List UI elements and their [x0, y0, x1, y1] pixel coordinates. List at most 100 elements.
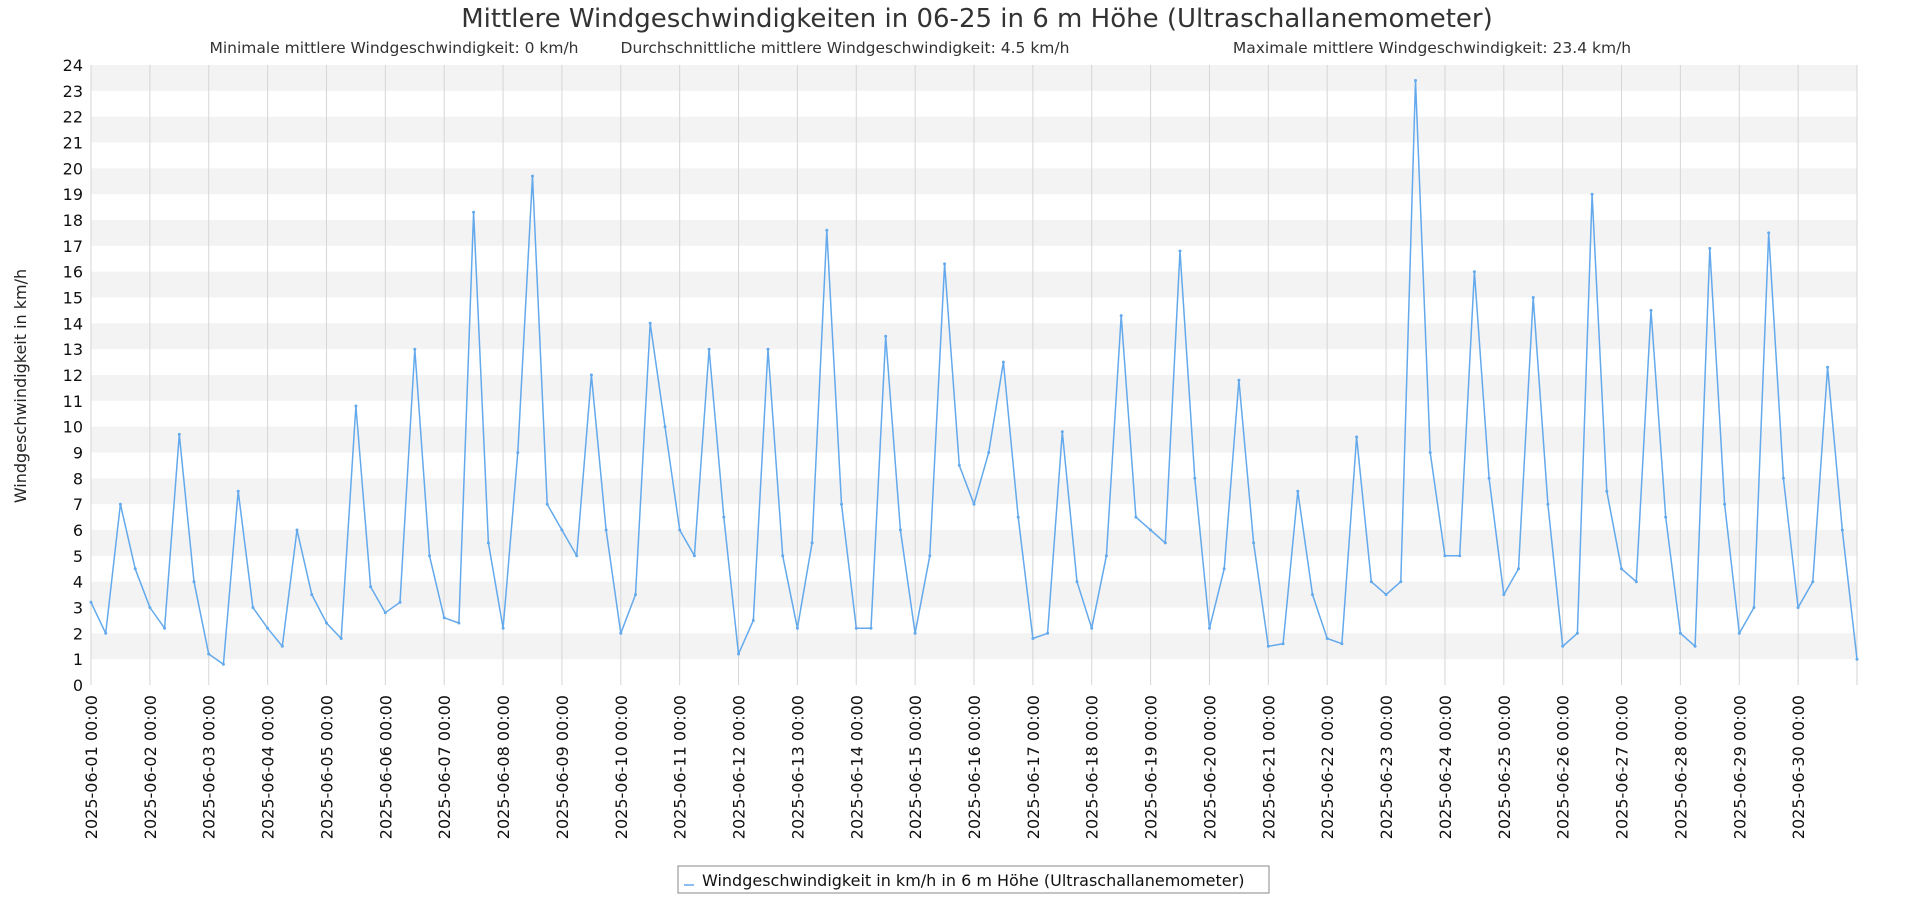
data-point: [266, 626, 270, 630]
data-point: [1384, 593, 1388, 597]
y-tick-label: 9: [73, 444, 83, 463]
x-tick-label: 2025-06-06 00:00: [376, 695, 395, 839]
data-point: [928, 554, 932, 558]
data-point: [207, 652, 211, 656]
data-point: [1208, 626, 1211, 630]
data-point: [1605, 489, 1609, 493]
data-point: [575, 554, 579, 558]
data-point: [1472, 270, 1476, 274]
vertical-gridlines: [90, 65, 1858, 685]
data-point: [957, 463, 961, 467]
data-point: [1678, 631, 1682, 635]
data-point: [1222, 567, 1226, 571]
x-tick-label: 2025-06-03 00:00: [200, 695, 219, 839]
data-point: [1060, 430, 1064, 434]
data-point: [486, 541, 490, 545]
y-tick-label: 5: [73, 547, 83, 566]
x-tick-label: 2025-06-11 00:00: [671, 695, 690, 839]
data-point: [1325, 637, 1329, 640]
data-point: [884, 334, 888, 338]
y-tick-label: 17: [63, 237, 83, 256]
data-point: [1634, 580, 1638, 584]
data-point: [413, 347, 417, 351]
data-point: [707, 347, 711, 351]
data-point: [898, 528, 902, 532]
data-point: [1531, 296, 1535, 299]
x-tick-label: 2025-06-27 00:00: [1613, 695, 1632, 839]
y-tick-label: 7: [73, 495, 83, 514]
data-point: [781, 554, 785, 558]
x-tick-label: 2025-06-13 00:00: [788, 695, 807, 839]
data-point: [1811, 580, 1815, 584]
data-point: [1163, 541, 1167, 545]
data-point: [1281, 642, 1285, 646]
subtitle-avg: Durchschnittliche mittlere Windgeschwind…: [621, 39, 1070, 57]
legend[interactable]: Windgeschwindigkeit in km/h in 6 m Höhe …: [677, 865, 1270, 894]
data-point: [1149, 528, 1153, 532]
x-tick-label: 2025-06-14 00:00: [847, 695, 866, 839]
y-tick-label: 10: [63, 418, 83, 437]
y-tick-label: 20: [63, 159, 83, 178]
y-tick-label: 16: [63, 263, 83, 282]
y-tick-label: 18: [63, 211, 83, 230]
x-tick-label: 2025-06-12 00:00: [730, 695, 749, 839]
y-tick-label: 22: [63, 108, 83, 127]
data-point: [1561, 644, 1565, 648]
data-point: [1075, 580, 1079, 584]
data-point: [516, 451, 520, 454]
data-point: [89, 600, 93, 604]
y-tick-label: 23: [63, 82, 83, 101]
data-point: [177, 432, 181, 436]
data-point: [678, 528, 682, 532]
y-tick-label: 1: [73, 650, 83, 669]
legend-label: Windgeschwindigkeit in km/h in 6 m Höhe …: [702, 871, 1244, 890]
y-tick-label: 3: [73, 599, 83, 618]
x-tick-label: 2025-06-04 00:00: [259, 695, 278, 839]
legend-box: [677, 865, 1270, 894]
data-point: [1546, 502, 1550, 506]
x-tick-label: 2025-06-30 00:00: [1789, 695, 1808, 839]
data-point: [1517, 567, 1520, 571]
data-point: [457, 621, 461, 625]
x-tick-label: 2025-06-10 00:00: [612, 695, 631, 839]
data-point: [810, 541, 814, 545]
x-tick-label: 2025-06-26 00:00: [1554, 695, 1573, 839]
y-tick-label: 19: [63, 185, 83, 204]
data-point: [1104, 554, 1108, 558]
data-point: [560, 528, 564, 532]
data-point: [325, 621, 328, 625]
data-point: [118, 502, 122, 506]
x-tick-label: 2025-06-18 00:00: [1083, 695, 1102, 839]
subtitle-max: Maximale mittlere Windgeschwindigkeit: 2…: [1233, 39, 1631, 57]
data-point: [501, 626, 505, 630]
x-tick-label: 2025-06-21 00:00: [1259, 695, 1278, 839]
x-tick-label: 2025-06-16 00:00: [965, 695, 984, 839]
data-point: [1369, 580, 1373, 584]
data-point: [1340, 642, 1344, 646]
x-tick-label: 2025-06-01 00:00: [82, 695, 101, 839]
data-point: [722, 515, 726, 519]
data-point: [1855, 657, 1859, 661]
data-point: [1016, 515, 1020, 519]
data-point: [1781, 476, 1785, 480]
y-tick-label: 6: [73, 521, 83, 540]
data-point: [751, 618, 755, 622]
data-point: [840, 502, 843, 506]
x-tick-label: 2025-06-17 00:00: [1024, 695, 1043, 839]
data-point: [1134, 515, 1138, 519]
data-point: [972, 502, 976, 506]
data-point: [1649, 308, 1653, 312]
data-point: [1237, 378, 1241, 382]
data-point: [692, 554, 696, 558]
data-point: [1443, 554, 1447, 558]
data-point: [589, 373, 593, 377]
data-point: [913, 631, 917, 635]
data-point: [1178, 249, 1182, 253]
y-tick-label: 14: [63, 314, 83, 333]
data-point: [236, 489, 240, 493]
x-tick-label: 2025-06-24 00:00: [1436, 695, 1455, 839]
data-point: [1502, 593, 1506, 597]
data-point: [1428, 451, 1432, 454]
x-tick-label: 2025-06-29 00:00: [1730, 695, 1749, 839]
